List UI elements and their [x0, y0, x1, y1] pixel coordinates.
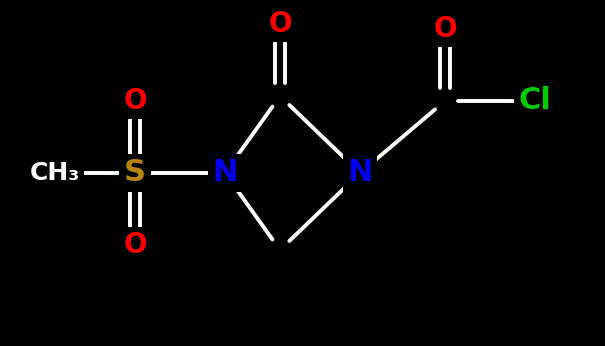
Text: S: S	[124, 158, 146, 188]
Text: Cl: Cl	[518, 86, 551, 116]
Text: O: O	[123, 231, 147, 259]
Text: O: O	[268, 10, 292, 38]
Text: CH₃: CH₃	[30, 161, 80, 185]
Text: N: N	[212, 158, 238, 188]
Text: N: N	[347, 158, 373, 188]
Text: O: O	[433, 15, 457, 43]
Text: O: O	[123, 87, 147, 115]
